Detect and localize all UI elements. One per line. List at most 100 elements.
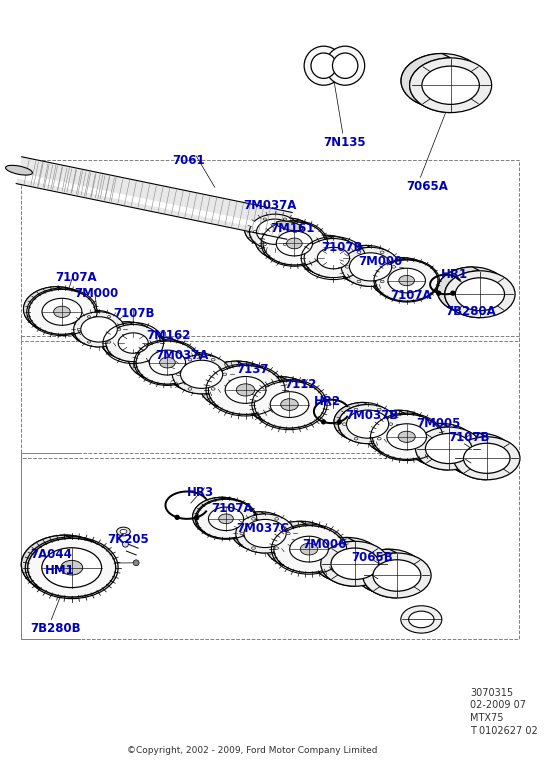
Polygon shape bbox=[237, 361, 283, 414]
Text: 7M006: 7M006 bbox=[302, 539, 347, 551]
Ellipse shape bbox=[120, 529, 127, 534]
Ellipse shape bbox=[437, 267, 508, 313]
Ellipse shape bbox=[211, 388, 215, 390]
Text: 7M000: 7M000 bbox=[75, 287, 119, 300]
Ellipse shape bbox=[304, 238, 363, 278]
Ellipse shape bbox=[317, 248, 349, 269]
Ellipse shape bbox=[380, 280, 384, 283]
Ellipse shape bbox=[387, 424, 426, 450]
Text: 7112: 7112 bbox=[285, 378, 317, 391]
Bar bbox=[21, 454, 519, 639]
Text: 7B280B: 7B280B bbox=[30, 622, 81, 635]
Polygon shape bbox=[265, 521, 309, 573]
Ellipse shape bbox=[101, 322, 155, 359]
Ellipse shape bbox=[347, 410, 389, 438]
Ellipse shape bbox=[399, 276, 415, 286]
Text: 7137: 7137 bbox=[236, 362, 268, 375]
Ellipse shape bbox=[244, 212, 295, 247]
Ellipse shape bbox=[42, 548, 102, 587]
Circle shape bbox=[451, 291, 455, 295]
Ellipse shape bbox=[415, 427, 482, 470]
Polygon shape bbox=[222, 497, 255, 539]
Polygon shape bbox=[160, 337, 199, 384]
Text: 7A044: 7A044 bbox=[30, 548, 72, 561]
Ellipse shape bbox=[192, 497, 251, 536]
Circle shape bbox=[321, 420, 326, 424]
Ellipse shape bbox=[118, 333, 148, 353]
Ellipse shape bbox=[332, 53, 358, 78]
Ellipse shape bbox=[74, 312, 124, 347]
Text: 7M162: 7M162 bbox=[146, 330, 190, 342]
Ellipse shape bbox=[107, 341, 111, 343]
Ellipse shape bbox=[188, 358, 192, 361]
Text: 7M037A: 7M037A bbox=[156, 349, 209, 362]
Text: 3070315: 3070315 bbox=[470, 688, 513, 698]
Ellipse shape bbox=[363, 553, 431, 598]
Polygon shape bbox=[281, 377, 325, 428]
Polygon shape bbox=[286, 217, 326, 265]
Polygon shape bbox=[364, 410, 406, 459]
Text: 7107B: 7107B bbox=[114, 307, 155, 320]
Ellipse shape bbox=[321, 541, 389, 586]
Ellipse shape bbox=[337, 245, 396, 285]
Text: 7107A: 7107A bbox=[55, 271, 97, 284]
Ellipse shape bbox=[398, 431, 415, 443]
Ellipse shape bbox=[87, 316, 91, 318]
Ellipse shape bbox=[445, 271, 515, 317]
Ellipse shape bbox=[453, 437, 520, 480]
Ellipse shape bbox=[357, 251, 361, 254]
Ellipse shape bbox=[71, 310, 122, 345]
Ellipse shape bbox=[409, 423, 475, 467]
Text: 02-2009 07: 02-2009 07 bbox=[470, 700, 526, 711]
Ellipse shape bbox=[334, 402, 393, 441]
Ellipse shape bbox=[401, 606, 442, 633]
Ellipse shape bbox=[338, 405, 397, 444]
Polygon shape bbox=[168, 353, 202, 394]
Ellipse shape bbox=[107, 316, 111, 318]
Ellipse shape bbox=[377, 437, 381, 440]
Polygon shape bbox=[22, 535, 72, 597]
Polygon shape bbox=[337, 245, 371, 286]
Ellipse shape bbox=[388, 269, 425, 293]
Polygon shape bbox=[56, 286, 95, 334]
Ellipse shape bbox=[136, 341, 199, 384]
Text: 7107B: 7107B bbox=[322, 241, 363, 255]
Ellipse shape bbox=[354, 437, 358, 440]
Ellipse shape bbox=[54, 307, 70, 317]
Polygon shape bbox=[200, 361, 246, 414]
Polygon shape bbox=[24, 286, 62, 334]
Ellipse shape bbox=[22, 535, 109, 594]
Ellipse shape bbox=[197, 499, 255, 539]
Ellipse shape bbox=[246, 377, 316, 423]
Ellipse shape bbox=[240, 533, 244, 535]
Text: HR2: HR2 bbox=[314, 395, 341, 408]
Ellipse shape bbox=[425, 433, 472, 464]
Ellipse shape bbox=[263, 222, 326, 265]
Text: 7107A: 7107A bbox=[390, 289, 432, 303]
Text: HR3: HR3 bbox=[187, 485, 214, 498]
Text: 7M161: 7M161 bbox=[270, 222, 314, 235]
Text: 7065B: 7065B bbox=[351, 551, 393, 564]
Ellipse shape bbox=[128, 337, 191, 380]
Polygon shape bbox=[447, 433, 487, 480]
Ellipse shape bbox=[118, 328, 121, 330]
Ellipse shape bbox=[81, 317, 117, 342]
Ellipse shape bbox=[257, 219, 293, 245]
Ellipse shape bbox=[223, 373, 227, 375]
Ellipse shape bbox=[252, 518, 255, 520]
Text: MTX75: MTX75 bbox=[470, 713, 504, 723]
Text: ©Copyright, 2002 - 2009, Ford Motor Company Limited: ©Copyright, 2002 - 2009, Ford Motor Comp… bbox=[127, 746, 377, 755]
Ellipse shape bbox=[61, 560, 83, 575]
Ellipse shape bbox=[249, 214, 300, 249]
Ellipse shape bbox=[218, 514, 233, 524]
Ellipse shape bbox=[373, 414, 441, 459]
Ellipse shape bbox=[6, 166, 33, 175]
Circle shape bbox=[195, 515, 199, 519]
Polygon shape bbox=[298, 235, 333, 278]
Circle shape bbox=[122, 541, 128, 547]
Ellipse shape bbox=[290, 536, 328, 562]
Ellipse shape bbox=[463, 444, 510, 474]
Ellipse shape bbox=[341, 248, 400, 286]
Text: 7M037B: 7M037B bbox=[345, 409, 398, 423]
Ellipse shape bbox=[254, 381, 325, 428]
